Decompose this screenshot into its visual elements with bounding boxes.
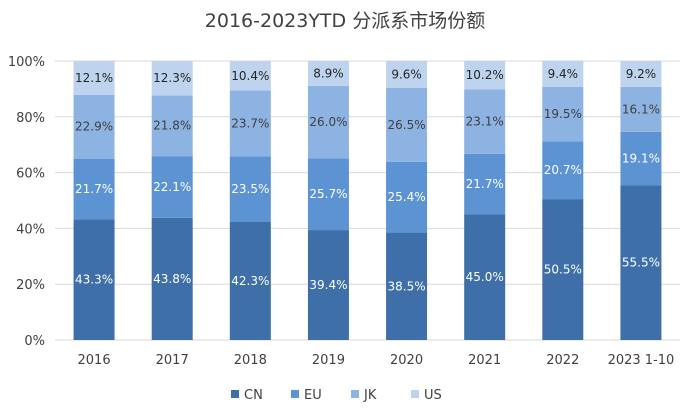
bar-us (229, 61, 271, 91)
data-label: 45.0% (466, 270, 504, 284)
data-label: 19.1% (622, 152, 660, 166)
data-label: 39.4% (309, 278, 347, 292)
x-tick-label: 2020 (390, 353, 423, 368)
data-label: 22.1% (153, 180, 191, 194)
data-label: 21.8% (153, 119, 191, 133)
bar-jk (229, 90, 271, 157)
bar-eu (464, 153, 506, 215)
legend-swatch-eu (291, 390, 299, 398)
data-label: 23.5% (231, 182, 269, 196)
y-tick-label: 40% (16, 222, 45, 237)
legend-label-eu: EU (304, 388, 322, 403)
legend-label-cn: CN (244, 388, 263, 403)
bar-eu (151, 156, 193, 218)
data-label: 12.3% (153, 71, 191, 85)
data-label: 38.5% (388, 279, 426, 293)
data-label: 9.4% (548, 67, 579, 81)
y-tick-label: 80% (16, 111, 45, 126)
data-label: 21.7% (75, 182, 113, 196)
bar-jk (542, 86, 584, 142)
data-label: 43.8% (153, 272, 191, 286)
bar-jk (73, 94, 115, 159)
data-label: 26.5% (388, 118, 426, 132)
x-tick-label: 2018 (234, 353, 267, 368)
bar-cn (307, 230, 349, 340)
chart-title: 2016-2023YTD 分派系市场份额 (204, 10, 486, 32)
y-tick-label: 100% (8, 55, 45, 70)
y-tick-label: 60% (16, 167, 45, 182)
data-label: 10.2% (466, 68, 504, 82)
bar-cn (464, 214, 506, 340)
data-label: 20.7% (544, 163, 582, 177)
data-label: 25.7% (309, 187, 347, 201)
bar-eu (620, 131, 662, 186)
bar-jk (464, 89, 506, 154)
bar-us (386, 61, 428, 88)
y-tick-label: 20% (16, 278, 45, 293)
data-label: 16.1% (622, 102, 660, 116)
bar-jk (386, 87, 428, 162)
data-label: 9.2% (626, 67, 657, 81)
bar-eu (73, 158, 115, 220)
data-label: 8.9% (313, 66, 344, 80)
legend-label-us: US (424, 388, 442, 403)
bar-us (307, 61, 349, 86)
data-label: 26.0% (309, 115, 347, 129)
x-tick-label: 2022 (546, 353, 579, 368)
bar-us (73, 61, 115, 95)
data-label: 23.7% (231, 116, 269, 130)
legend-swatch-us (411, 390, 419, 398)
bar-cn (151, 217, 193, 340)
data-label: 19.5% (544, 107, 582, 121)
bar-us (542, 60, 584, 87)
bar-us (464, 61, 506, 90)
bar-eu (542, 141, 584, 200)
bar-cn (386, 232, 428, 340)
bar-jk (151, 95, 193, 157)
bar-cn (542, 199, 584, 340)
data-label: 25.4% (388, 190, 426, 204)
legend-swatch-cn (231, 390, 239, 398)
bar-cn (620, 185, 662, 340)
x-tick-label: 2023 1-10 (608, 353, 675, 368)
data-label: 21.7% (466, 177, 504, 191)
data-label: 12.1% (75, 71, 113, 85)
data-label: 43.3% (75, 273, 113, 287)
bar-eu (229, 156, 271, 222)
bar-eu (386, 161, 428, 233)
bar-jk (307, 85, 349, 159)
bar-us (620, 61, 662, 87)
data-label: 9.6% (391, 67, 422, 81)
x-tick-label: 2017 (156, 353, 189, 368)
y-tick-label: 0% (24, 334, 45, 349)
data-label: 10.4% (231, 69, 269, 83)
legend-label-jk: JK (363, 388, 377, 403)
legend-swatch-jk (351, 390, 359, 398)
x-tick-label: 2021 (468, 353, 501, 368)
bar-us (151, 61, 193, 96)
bar-cn (229, 221, 271, 340)
data-label: 50.5% (544, 263, 582, 277)
x-tick-label: 2019 (312, 353, 345, 368)
data-label: 22.9% (75, 120, 113, 134)
bar-cn (73, 219, 115, 340)
x-tick-label: 2016 (78, 353, 111, 368)
bar-jk (620, 86, 662, 132)
data-label: 42.3% (231, 274, 269, 288)
bar-eu (307, 158, 349, 231)
data-label: 55.5% (622, 256, 660, 270)
data-label: 23.1% (466, 115, 504, 129)
